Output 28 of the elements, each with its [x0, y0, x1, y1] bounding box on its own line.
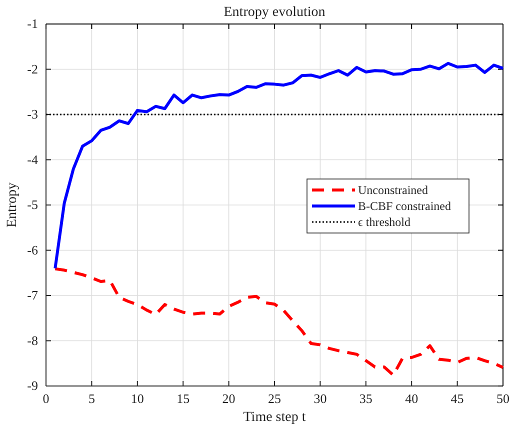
y-tick-label: -1	[27, 16, 38, 32]
chart-title: Entropy evolution	[224, 5, 326, 20]
x-tick-label: 25	[268, 391, 281, 406]
x-tick-label: 5	[88, 391, 95, 406]
legend-label: ϵ threshold	[358, 215, 411, 229]
x-tick-label: 0	[42, 391, 50, 406]
x-axis-title: Time step t	[243, 410, 306, 425]
line-series	[54, 62, 504, 270]
x-tick-label: 20	[222, 391, 236, 406]
x-tick-label: 50	[496, 391, 510, 406]
y-tick-label: -6	[27, 242, 38, 258]
x-tick-label: 35	[359, 391, 372, 406]
x-tick-label: 10	[130, 391, 144, 406]
y-tick-label: -7	[27, 288, 38, 303]
y-tick-label: -8	[27, 332, 38, 348]
line-series	[54, 267, 504, 377]
x-tick-label: 30	[314, 391, 327, 406]
x-tick-label: 15	[176, 391, 190, 406]
y-tick-label: -4	[27, 152, 38, 167]
y-axis-title: Entropy	[5, 182, 20, 228]
legend-label: Unconstrained	[358, 183, 428, 197]
y-tick-label: -3	[27, 106, 38, 122]
x-tick-label: 45	[450, 391, 464, 406]
x-tick-label: 40	[405, 391, 418, 406]
y-tick-label: -9	[27, 378, 38, 394]
y-tick-label: -2	[27, 61, 38, 76]
y-tick-label: -5	[27, 197, 38, 212]
legend-label: B-CBF constrained	[358, 199, 451, 213]
